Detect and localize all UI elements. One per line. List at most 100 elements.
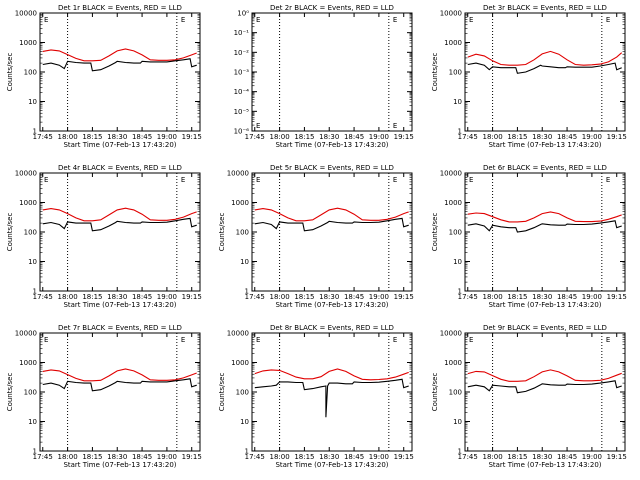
x-tick-label: 18:15 <box>82 453 102 461</box>
event-marker: E <box>393 176 397 184</box>
chart-title: Det 5r BLACK = Events, RED = LLD <box>270 164 394 172</box>
y-tick-label: 10 <box>453 258 462 266</box>
x-tick-label: 19:15 <box>607 293 627 301</box>
y-tick-label: 1000 <box>19 39 37 47</box>
chart-title: Det 4r BLACK = Events, RED = LLD <box>58 164 182 172</box>
lld-rate-line <box>254 207 409 222</box>
event-marker: E <box>393 122 397 130</box>
chart-title: Det 3r BLACK = Events, RED = LLD <box>483 4 607 12</box>
x-tick-label: 18:00 <box>57 133 77 141</box>
y-tick-label: 1 <box>458 288 462 296</box>
x-tick-label: 19:00 <box>369 293 389 301</box>
x-tick-label: 18:30 <box>319 453 339 461</box>
y-tick-label: 100 <box>24 229 37 237</box>
y-tick-label: 1 <box>33 128 37 136</box>
events-rate-line <box>42 378 197 392</box>
x-tick-label: 18:00 <box>269 453 289 461</box>
event-marker: E <box>181 336 185 344</box>
x-tick-label: 19:00 <box>157 293 177 301</box>
x-tick-label: 19:15 <box>607 453 627 461</box>
y-tick-label: 1000 <box>19 359 37 367</box>
chart-title: Det 9r BLACK = Events, RED = LLD <box>483 324 607 332</box>
chart-panel: Det 2r BLACK = Events, RED = LLD E E E E 17:4… <box>234 4 414 149</box>
lld-rate-line <box>467 211 622 223</box>
y-tick-label: 1000 <box>231 199 249 207</box>
x-tick-label: 18:15 <box>294 453 314 461</box>
chart-title: Det 1r BLACK = Events, RED = LLD <box>58 4 182 12</box>
lld-rate-line <box>42 368 197 382</box>
x-tick-label: 19:00 <box>369 453 389 461</box>
x-tick-label: 18:45 <box>344 293 364 301</box>
x-tick-label: 19:15 <box>182 453 202 461</box>
event-marker: E <box>469 16 473 24</box>
x-tick-label: 18:15 <box>507 453 527 461</box>
plot-frame <box>464 12 626 132</box>
y-tick-label: 10⁻³ <box>234 69 250 77</box>
y-tick-label: 10000 <box>440 330 462 338</box>
x-tick-label: 18:45 <box>132 453 152 461</box>
x-tick-label: 19:00 <box>582 133 602 141</box>
x-tick-label: 18:30 <box>532 293 552 301</box>
y-tick-label: 10 <box>28 98 37 106</box>
x-tick-label: 17:45 <box>245 133 265 141</box>
x-axis-label: Start Time (07-Feb-13 17:43:20) <box>275 461 388 469</box>
event-marker: E <box>256 122 260 130</box>
y-tick-label: 10000 <box>15 330 37 338</box>
chart-title: Det 8r BLACK = Events, RED = LLD <box>270 324 394 332</box>
y-tick-label: 10 <box>453 418 462 426</box>
y-tick-label: 10000 <box>440 10 462 18</box>
x-axis-label: Start Time (07-Feb-13 17:43:20) <box>488 141 601 149</box>
x-tick-label: 18:00 <box>482 453 502 461</box>
x-tick-label: 18:00 <box>57 453 77 461</box>
lld-rate-line <box>254 368 409 381</box>
x-tick-label: 18:30 <box>107 293 127 301</box>
y-tick-label: 10⁻¹ <box>234 29 250 37</box>
event-marker: E <box>256 16 260 24</box>
plot-frame <box>251 332 413 452</box>
events-rate-line <box>467 220 622 233</box>
x-tick-label: 18:45 <box>132 133 152 141</box>
plot-frame <box>464 172 626 292</box>
chart-title: Det 6r BLACK = Events, RED = LLD <box>483 164 607 172</box>
event-marker: E <box>606 176 610 184</box>
y-tick-label: 1000 <box>231 359 249 367</box>
x-tick-label: 18:45 <box>557 453 577 461</box>
y-axis-label: Counts/sec <box>6 373 14 412</box>
x-tick-label: 17:45 <box>458 133 478 141</box>
events-rate-line <box>42 58 197 72</box>
y-tick-label: 10 <box>453 98 462 106</box>
x-tick-label: 18:15 <box>82 293 102 301</box>
x-axis-label: Start Time (07-Feb-13 17:43:20) <box>488 301 601 309</box>
y-tick-label: 1 <box>33 288 37 296</box>
x-tick-label: 19:00 <box>157 133 177 141</box>
y-tick-label: 10000 <box>15 170 37 178</box>
event-marker: E <box>181 16 185 24</box>
y-tick-label: 10 <box>28 418 37 426</box>
x-tick-label: 18:30 <box>319 293 339 301</box>
y-axis-label: Counts/sec <box>431 53 439 92</box>
x-tick-label: 18:00 <box>269 293 289 301</box>
y-axis-label: Counts/sec <box>6 213 14 252</box>
x-tick-label: 18:45 <box>344 133 364 141</box>
y-tick-label: 10000 <box>227 330 249 338</box>
y-tick-label: 10⁻⁵ <box>234 108 250 116</box>
y-tick-label: 1000 <box>19 199 37 207</box>
y-tick-label: 1 <box>458 448 462 456</box>
y-tick-label: 1 <box>458 128 462 136</box>
event-marker: E <box>469 336 473 344</box>
x-tick-label: 18:15 <box>82 133 102 141</box>
x-tick-label: 17:45 <box>33 133 53 141</box>
plot-frame <box>39 332 201 452</box>
x-axis-label: Start Time (07-Feb-13 17:43:20) <box>63 141 176 149</box>
lld-rate-line <box>467 369 622 382</box>
x-tick-label: 17:45 <box>458 293 478 301</box>
x-tick-label: 17:45 <box>458 453 478 461</box>
events-rate-line <box>467 380 622 394</box>
event-marker: E <box>181 176 185 184</box>
